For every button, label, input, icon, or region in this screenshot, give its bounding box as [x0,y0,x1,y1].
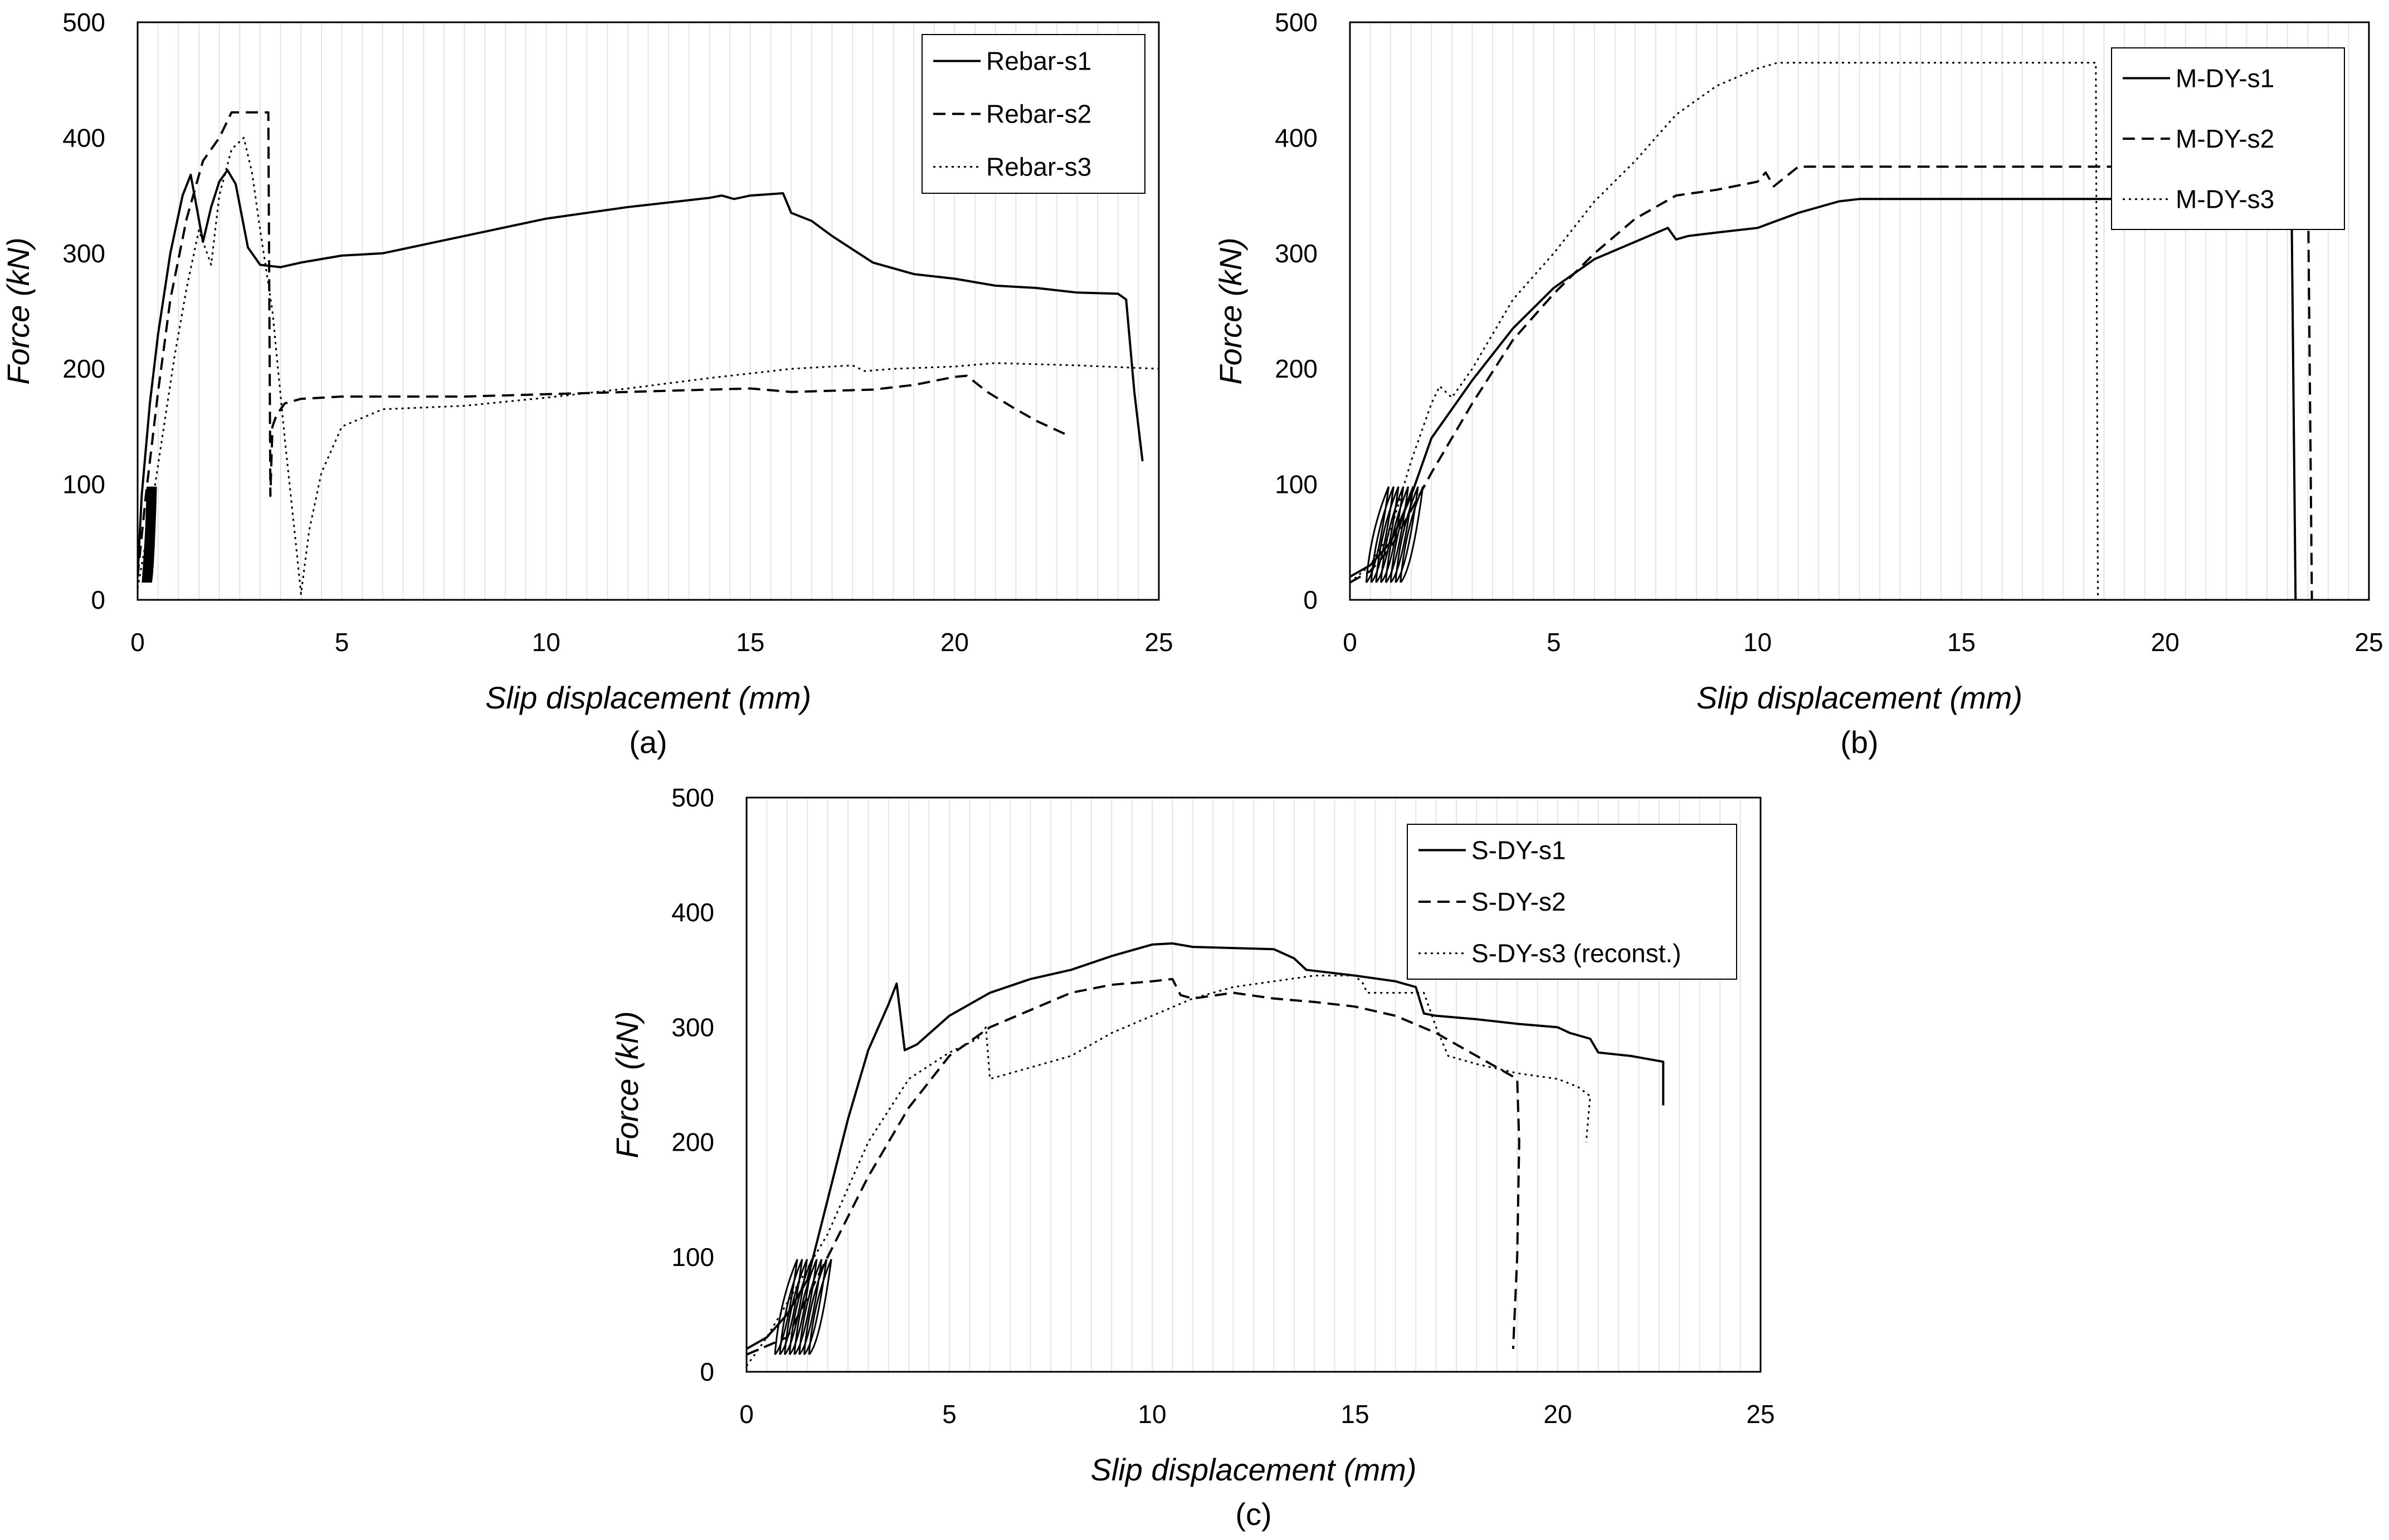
series-line-m-dy-s1 [1350,198,2297,600]
legend-label: M-DY-s2 [2176,124,2274,153]
cyclic-loops [1365,486,1424,583]
chart-panel-2: 0 5 10 15 20 25 0 100 200 300 400 500 Slip displacem… [1213,8,2383,760]
y-tick-label: 200 [671,1128,714,1157]
y-tick-label: 100 [1275,470,1318,499]
series-line-s-dy-s2 [747,977,1520,1356]
cyclic-loops [142,486,157,583]
y-tick-label: 500 [62,8,105,37]
legend-label: Rebar-s2 [986,100,1091,129]
x-axis-title: Slip displacement (mm) [485,680,811,715]
x-axis-title: Slip displacement (mm) [1696,680,2022,715]
series-line-s-dy-s3-reconst [747,975,1591,1367]
cyclic-loop [150,486,157,583]
x-tick-label: 15 [1947,628,1976,657]
legend: Rebar-s1 Rebar-s2 Rebar-s3 [922,34,1145,194]
plot-frame [1349,21,2370,601]
x-tick-label: 10 [1743,628,1772,657]
y-tick-label: 400 [671,898,714,927]
legend-label: M-DY-s3 [2176,185,2274,214]
x-tick-label: 0 [130,628,145,657]
y-tick-label: 300 [671,1013,714,1042]
y-tick-label: 100 [671,1243,714,1272]
x-tick-label: 0 [739,1400,754,1429]
x-tick-label: 5 [335,628,349,657]
series-line-rebar-s2 [138,111,1070,577]
plot-frame [745,796,1762,1373]
series-line-rebar-s3 [138,136,1159,595]
series-line-m-dy-s3 [1350,62,2099,600]
y-axis-title: Force (kN) [1213,237,1248,384]
legend-label: Rebar-s1 [986,47,1091,76]
y-tick-label: 400 [1275,123,1318,152]
y-tick-label: 0 [700,1357,714,1386]
x-tick-label: 25 [1746,1400,1774,1429]
x-tick-label: 25 [1144,628,1173,657]
x-tick-label: 20 [2151,628,2180,657]
legend-label: M-DY-s1 [2176,63,2274,92]
legend-label: Rebar-s3 [986,153,1091,182]
x-tick-label: 5 [1547,628,1561,657]
y-tick-label: 0 [1303,585,1318,614]
y-tick-label: 300 [62,239,105,268]
series-line-s-dy-s1 [747,942,1665,1350]
x-tick-label: 20 [940,628,969,657]
x-tick-label: 15 [736,628,764,657]
y-tick-label: 0 [91,585,105,614]
x-tick-label: 10 [1138,1400,1166,1429]
chart-panel-1: 0 5 10 15 20 25 0 100 200 300 400 500 Slip displacem… [1,8,1173,760]
y-tick-label: 200 [62,354,105,383]
y-tick-label: 400 [62,123,105,152]
legend-label: S-DY-s2 [1471,887,1566,916]
legend-label: S-DY-s3 (reconst.) [1471,939,1681,968]
y-tick-label: 100 [62,470,105,499]
series-line-rebar-s1 [138,169,1144,577]
y-tick-label: 200 [1275,354,1318,383]
cyclic-loop [808,1259,832,1356]
x-tick-label: 10 [532,628,560,657]
panel-label: (a) [629,725,667,760]
panel-label: (c) [1235,1497,1271,1532]
panel-label: (b) [1840,725,1878,760]
legend-label: S-DY-s1 [1471,835,1566,864]
y-tick-label: 300 [1275,239,1318,268]
legend: M-DY-s1 M-DY-s2 M-DY-s3 [2111,47,2345,230]
series-line-m-dy-s2 [1350,165,2313,600]
cyclic-loop [1400,486,1424,583]
x-tick-label: 20 [1543,1400,1572,1429]
x-tick-label: 0 [1343,628,1357,657]
y-tick-label: 500 [1275,8,1318,37]
plot-frame [136,21,1160,601]
y-tick-label: 500 [671,783,714,812]
y-axis-title: Force (kN) [1,237,36,384]
x-tick-label: 25 [2354,628,2383,657]
cyclic-loops [774,1259,832,1356]
legend: S-DY-s1 S-DY-s2 S-DY-s3 (reconst.) [1407,824,1737,980]
chart-panel-3: 0 5 10 15 20 25 0 100 200 300 400 500 Slip displacem… [610,783,1775,1532]
x-axis-title: Slip displacement (mm) [1090,1452,1416,1487]
y-axis-title: Force (kN) [610,1011,645,1158]
x-tick-label: 15 [1340,1400,1369,1429]
x-tick-label: 5 [942,1400,957,1429]
